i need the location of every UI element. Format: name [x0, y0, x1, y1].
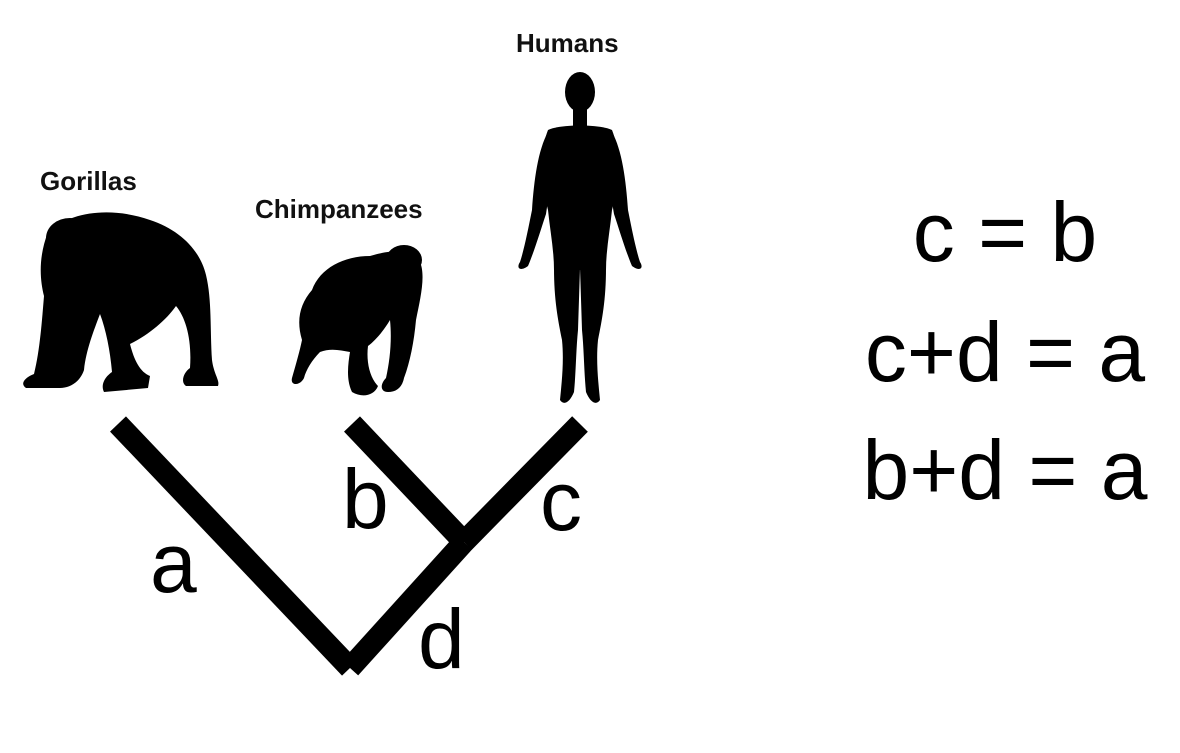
label-chimpanzees: Chimpanzees [255, 194, 423, 224]
branch-label-b: b [342, 452, 389, 546]
tree-branches [110, 416, 588, 676]
equation-b-plus-d-equals-a: b+d = a [862, 423, 1148, 517]
chimpanzee-silhouette [291, 245, 423, 396]
branch-c-line [456, 416, 588, 550]
label-gorillas: Gorillas [40, 166, 137, 196]
human-silhouette [518, 72, 642, 403]
branch-label-a: a [150, 516, 197, 610]
branch-b-line [344, 416, 472, 550]
equation-c-equals-b: c = b [912, 185, 1098, 279]
branch-a-line [110, 416, 358, 676]
label-humans: Humans [516, 28, 619, 58]
branch-label-c: c [540, 454, 582, 548]
gorilla-silhouette [23, 212, 219, 392]
branch-label-d: d [418, 592, 465, 686]
equation-c-plus-d-equals-a: c+d = a [864, 305, 1146, 399]
branch-d-line [341, 534, 473, 676]
